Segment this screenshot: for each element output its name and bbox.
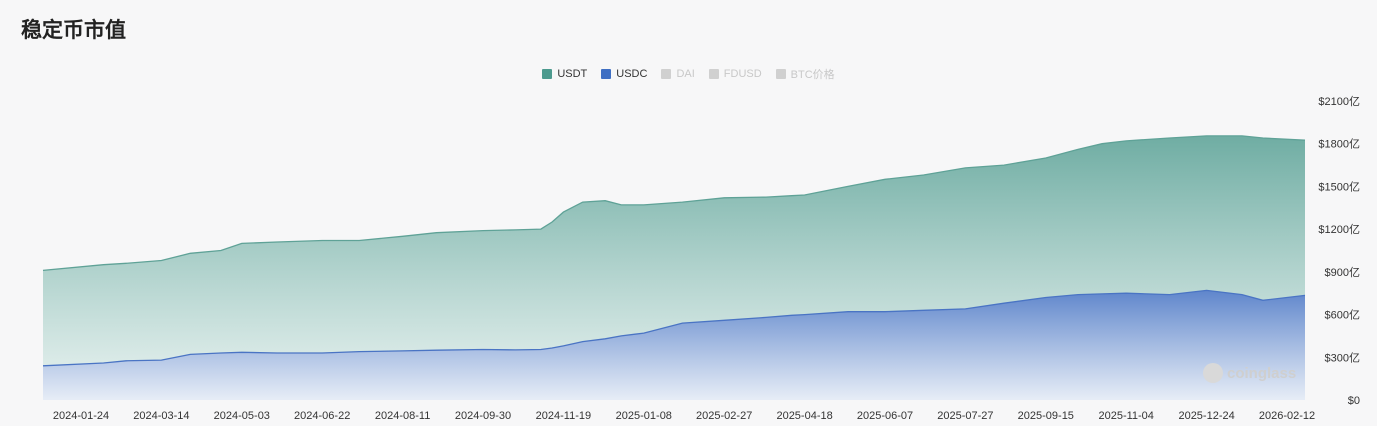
- legend-swatch-fdusd: [708, 69, 719, 79]
- legend-label-btc-price: BTC价格: [790, 69, 835, 81]
- legend-label-dai: DAI: [676, 68, 695, 80]
- legend-swatch-usdt: [542, 69, 553, 79]
- coinglass-watermark: coinglass: [1203, 363, 1296, 383]
- x-axis: 2024-01-24 2024-03-14 2024-05-03 2024-06-22…: [53, 410, 1315, 422]
- y-tick-label: $1200亿: [1318, 223, 1360, 236]
- x-tick-label: 2025-09-15: [1018, 410, 1074, 422]
- y-tick-label: $600亿: [1325, 309, 1360, 322]
- x-tick-label: 2024-03-14: [133, 410, 189, 422]
- chart-legend: USDT USDC DAI FDUSD BTC价格: [0, 66, 1377, 82]
- legend-item-fdusd[interactable]: FDUSD: [708, 66, 762, 82]
- x-tick-label: 2025-11-04: [1098, 410, 1153, 422]
- plot-area: [42, 135, 1306, 400]
- x-tick-label: 2024-05-03: [214, 410, 270, 422]
- legend-label-usdc: USDC: [616, 68, 648, 80]
- legend-label-fdusd: FDUSD: [723, 68, 762, 80]
- x-tick-label: 2024-08-11: [375, 410, 430, 422]
- series-area-usdc: [43, 290, 1305, 400]
- x-tick-label: 2025-07-27: [937, 410, 993, 422]
- y-tick-label: $1500亿: [1318, 180, 1360, 193]
- y-tick-label: $300亿: [1325, 351, 1360, 364]
- y-tick-label: $1800亿: [1318, 138, 1360, 151]
- x-tick-label: 2025-04-18: [776, 410, 832, 422]
- x-tick-label: 2024-06-22: [294, 410, 350, 422]
- legend-item-dai[interactable]: DAI: [661, 66, 695, 82]
- x-tick-label: 2024-09-30: [455, 410, 511, 422]
- coinglass-logo-icon: [1203, 363, 1223, 383]
- chart-title: 稳定币市值: [21, 18, 126, 42]
- watermark-text: coinglass: [1227, 364, 1297, 382]
- legend-item-usdc[interactable]: USDC: [601, 66, 647, 82]
- x-tick-label: 2026-02-12: [1259, 410, 1315, 422]
- legend-label-usdt: USDT: [557, 68, 588, 80]
- x-tick-label: 2024-01-24: [53, 410, 109, 422]
- legend-swatch-usdc: [601, 69, 612, 79]
- series-line-usdt[interactable]: [42, 135, 1306, 272]
- x-tick-label: 2025-06-07: [857, 410, 913, 422]
- legend-item-btc-price[interactable]: BTC价格: [775, 66, 835, 82]
- y-tick-label: $0: [1348, 395, 1360, 407]
- legend-item-usdt[interactable]: USDT: [542, 66, 587, 82]
- legend-swatch-dai: [661, 69, 672, 79]
- x-tick-label: 2025-01-08: [616, 410, 672, 422]
- x-tick-label: 2025-02-27: [696, 410, 752, 422]
- y-tick-label: $2100亿: [1318, 95, 1360, 108]
- x-tick-label: 2024-11-19: [536, 410, 591, 422]
- x-tick-label: 2025-12-24: [1178, 410, 1234, 422]
- y-axis: $0 $300亿 $600亿 $900亿 $1200亿 $1500亿 $1800亿 $2100…: [1318, 95, 1360, 407]
- y-tick-label: $900亿: [1325, 266, 1360, 279]
- legend-swatch-btc-price: [775, 69, 786, 79]
- series-line-usdc[interactable]: [42, 289, 1306, 367]
